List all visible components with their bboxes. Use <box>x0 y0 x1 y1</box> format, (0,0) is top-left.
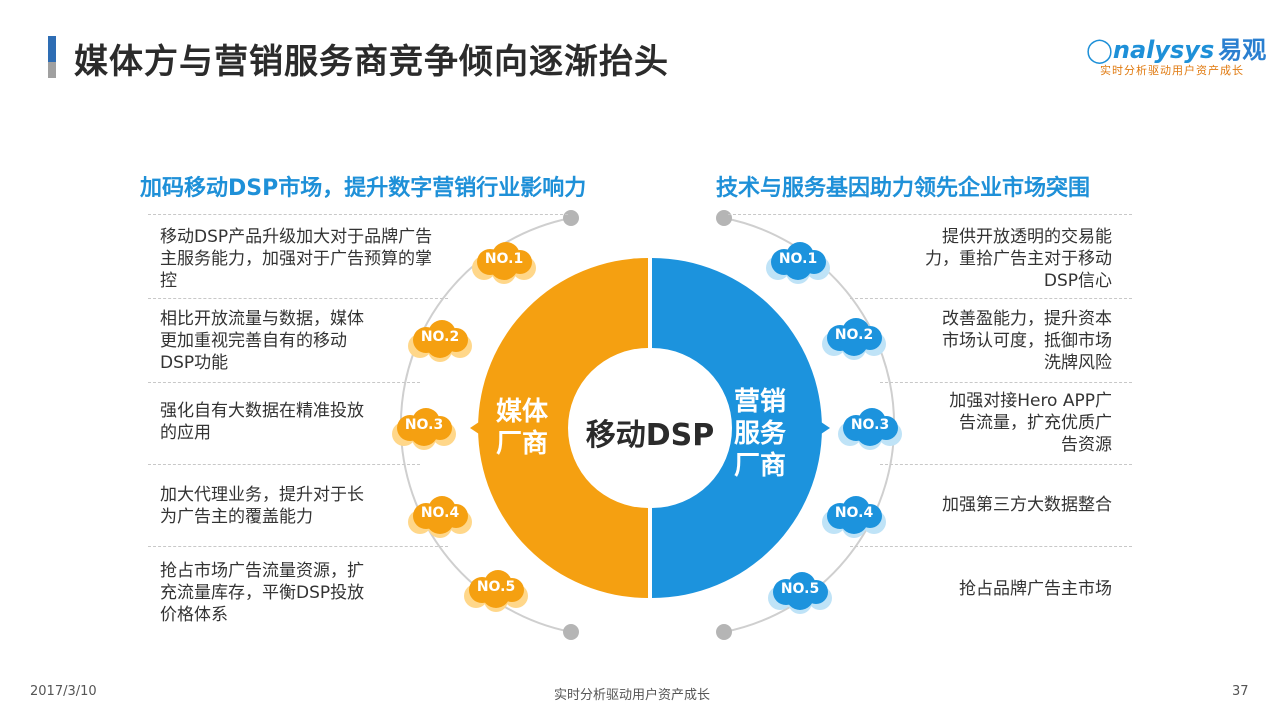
right-item-5: 抢占品牌广告主市场 <box>959 579 1112 599</box>
separator <box>148 382 420 383</box>
title-accent-bar <box>48 36 56 78</box>
logo-brand: ◯nalysys 易观 <box>1086 36 1267 64</box>
cloud-icon: NO.1 <box>466 240 542 284</box>
badge-no3-right: NO.3 <box>850 417 890 433</box>
left-ring-half <box>478 258 648 598</box>
badge-no4-right: NO.4 <box>834 505 874 521</box>
right-arrow-icon <box>812 416 830 440</box>
cloud-icon: NO.5 <box>458 568 534 612</box>
cloud-icon: NO.2 <box>402 318 478 362</box>
left-item-4: 加大代理业务，提升对于长 为广告主的覆盖能力 <box>160 485 364 527</box>
separator <box>880 382 1132 383</box>
page-title: 媒体方与营销服务商竞争倾向逐渐抬头 <box>74 42 669 82</box>
logo-o-icon: ◯ <box>1086 36 1113 64</box>
separator <box>148 464 420 465</box>
cloud-icon: NO.5 <box>762 570 838 614</box>
footer-page-number: 37 <box>1232 684 1249 699</box>
arc-end-dot <box>563 624 579 640</box>
badge-no1-right: NO.1 <box>778 251 818 267</box>
cloud-icon: NO.1 <box>760 240 836 284</box>
right-item-1: 提供开放透明的交易能 力，重拾广告主对于移动 DSP信心 <box>925 227 1112 291</box>
arc-end-dot <box>716 210 732 226</box>
right-heading: 技术与服务基因助力领先企业市场突围 <box>716 176 1091 201</box>
left-item-2: 相比开放流量与数据，媒体 更加重视完善自有的移动 DSP功能 <box>160 309 364 373</box>
badge-no1-left: NO.1 <box>484 251 524 267</box>
separator <box>850 298 1132 299</box>
badge-no2-left: NO.2 <box>420 329 460 345</box>
left-ring-label: 媒体 厂商 <box>495 397 548 459</box>
separator <box>148 298 448 299</box>
cloud-icon: NO.3 <box>832 406 908 450</box>
right-item-4: 加强第三方大数据整合 <box>942 495 1112 515</box>
left-heading: 加码移动DSP市场，提升数字营销行业影响力 <box>140 176 587 201</box>
right-item-3: 加强对接Hero APP广 告流量，扩充优质广 告资源 <box>949 391 1112 455</box>
right-item-2: 改善盈能力，提升资本 市场认可度，抵御市场 洗牌风险 <box>942 309 1112 373</box>
separator <box>148 546 448 547</box>
badge-no5-left: NO.5 <box>476 579 516 595</box>
footer-slogan: 实时分析驱动用户资产成长 <box>554 688 711 703</box>
cloud-icon: NO.4 <box>402 494 478 538</box>
arc-end-dot <box>716 624 732 640</box>
logo: ◯nalysys 易观 实时分析驱动用户资产成长 <box>1086 30 1266 80</box>
separator <box>728 214 1132 215</box>
left-item-5: 抢占市场广告流量资源，扩 充流量库存，平衡DSP投放 价格体系 <box>160 561 365 625</box>
cloud-icon: NO.2 <box>816 316 892 360</box>
separator <box>850 546 1132 547</box>
arc-end-dot <box>563 210 579 226</box>
separator <box>880 464 1132 465</box>
right-ring-label: 营销 服务 厂商 <box>733 387 786 481</box>
left-item-1: 移动DSP产品升级加大对于品牌广告 主服务能力，加强对于广告预算的掌控 <box>160 227 433 291</box>
logo-slogan: 实时分析驱动用户资产成长 <box>1100 64 1244 77</box>
badge-no2-right: NO.2 <box>834 327 874 343</box>
cloud-icon: NO.4 <box>816 494 892 538</box>
left-item-3: 强化自有大数据在精准投放 的应用 <box>160 401 364 443</box>
separator <box>148 214 568 215</box>
left-arrow-icon <box>470 416 488 440</box>
badge-no5-right: NO.5 <box>780 581 820 597</box>
footer-date: 2017/3/10 <box>30 684 97 699</box>
right-ring-half <box>652 258 822 598</box>
badge-no4-left: NO.4 <box>420 505 460 521</box>
center-label: 移动DSP <box>585 418 715 453</box>
badge-no3-left: NO.3 <box>404 417 444 433</box>
cloud-icon: NO.3 <box>386 406 462 450</box>
